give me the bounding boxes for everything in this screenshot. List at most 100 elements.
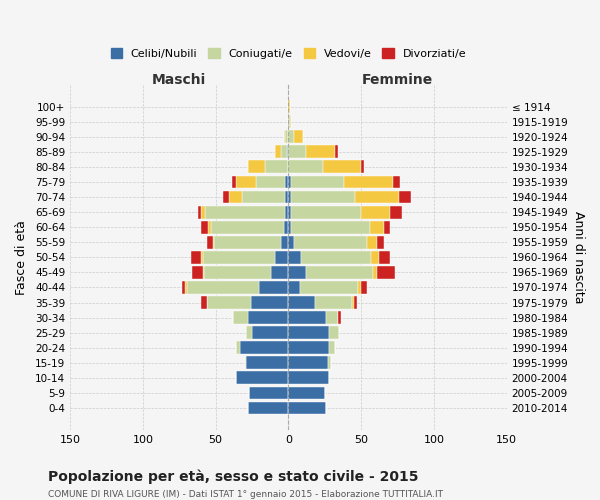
Bar xyxy=(361,281,367,294)
Bar xyxy=(201,251,203,264)
Bar xyxy=(249,386,289,400)
Bar xyxy=(233,311,248,324)
Bar xyxy=(300,281,358,294)
Bar xyxy=(281,146,287,158)
Bar xyxy=(259,281,289,294)
Bar xyxy=(286,190,289,203)
Bar xyxy=(289,372,329,384)
Bar xyxy=(289,311,326,324)
Bar xyxy=(354,296,357,309)
Bar xyxy=(289,281,300,294)
Bar xyxy=(371,251,379,264)
Bar xyxy=(208,221,211,234)
Y-axis label: Anni di nascita: Anni di nascita xyxy=(572,211,585,304)
Bar xyxy=(393,176,400,188)
Bar xyxy=(289,296,314,309)
Bar xyxy=(289,116,290,128)
Bar xyxy=(326,311,338,324)
Bar xyxy=(252,326,289,339)
Bar xyxy=(232,176,236,188)
Bar xyxy=(207,236,213,248)
Bar xyxy=(185,281,187,294)
Bar xyxy=(211,221,284,234)
Bar xyxy=(292,221,370,234)
Bar xyxy=(289,146,306,158)
Bar xyxy=(379,251,390,264)
Bar xyxy=(289,266,306,279)
Bar xyxy=(201,221,208,234)
Bar xyxy=(314,296,352,309)
Bar xyxy=(367,236,377,248)
Bar xyxy=(284,130,286,143)
Text: Femmine: Femmine xyxy=(362,73,433,87)
Bar xyxy=(338,311,341,324)
Bar xyxy=(289,342,329,354)
Bar xyxy=(246,326,252,339)
Bar xyxy=(289,176,292,188)
Bar xyxy=(370,221,385,234)
Bar xyxy=(201,296,207,309)
Bar xyxy=(289,356,328,369)
Bar xyxy=(323,160,361,173)
Bar xyxy=(203,251,275,264)
Bar xyxy=(301,251,371,264)
Bar xyxy=(223,190,229,203)
Bar xyxy=(286,130,289,143)
Bar xyxy=(246,356,289,369)
Bar xyxy=(213,236,214,248)
Bar xyxy=(377,266,395,279)
Bar xyxy=(207,296,251,309)
Text: Maschi: Maschi xyxy=(152,73,206,87)
Bar xyxy=(352,296,354,309)
Bar xyxy=(201,206,205,218)
Bar xyxy=(358,281,361,294)
Bar xyxy=(214,236,281,248)
Bar xyxy=(187,281,259,294)
Bar xyxy=(355,190,399,203)
Bar xyxy=(245,356,246,369)
Bar xyxy=(265,160,289,173)
Bar xyxy=(286,176,289,188)
Legend: Celibi/Nubili, Coniugati/e, Vedovi/e, Divorziati/e: Celibi/Nubili, Coniugati/e, Vedovi/e, Di… xyxy=(107,45,469,62)
Bar xyxy=(289,386,325,400)
Bar xyxy=(290,116,292,128)
Bar xyxy=(236,176,256,188)
Bar xyxy=(292,190,355,203)
Bar xyxy=(275,146,281,158)
Bar xyxy=(275,251,289,264)
Bar xyxy=(289,236,294,248)
Bar xyxy=(191,251,201,264)
Bar xyxy=(248,160,265,173)
Bar xyxy=(373,266,377,279)
Bar xyxy=(335,146,338,158)
Text: COMUNE DI RIVA LIGURE (IM) - Dati ISTAT 1° gennaio 2015 - Elaborazione TUTTITALI: COMUNE DI RIVA LIGURE (IM) - Dati ISTAT … xyxy=(48,490,443,499)
Bar xyxy=(193,266,203,279)
Bar xyxy=(361,206,390,218)
Bar xyxy=(289,221,292,234)
Bar xyxy=(377,236,385,248)
Bar xyxy=(203,266,204,279)
Bar xyxy=(289,251,301,264)
Bar xyxy=(306,146,335,158)
Bar xyxy=(289,206,292,218)
Bar xyxy=(344,176,393,188)
Bar xyxy=(385,221,390,234)
Bar xyxy=(281,236,289,248)
Bar xyxy=(361,160,364,173)
Bar xyxy=(256,176,286,188)
Bar xyxy=(286,206,289,218)
Bar xyxy=(229,190,242,203)
Bar xyxy=(287,146,289,158)
Bar xyxy=(292,206,361,218)
Bar xyxy=(205,206,286,218)
Bar xyxy=(242,190,286,203)
Bar xyxy=(289,100,290,113)
Bar xyxy=(236,342,241,354)
Bar xyxy=(294,236,367,248)
Bar xyxy=(198,206,201,218)
Bar xyxy=(289,160,323,173)
Bar xyxy=(236,372,289,384)
Y-axis label: Fasce di età: Fasce di età xyxy=(15,220,28,295)
Bar xyxy=(248,402,289,414)
Bar xyxy=(399,190,410,203)
